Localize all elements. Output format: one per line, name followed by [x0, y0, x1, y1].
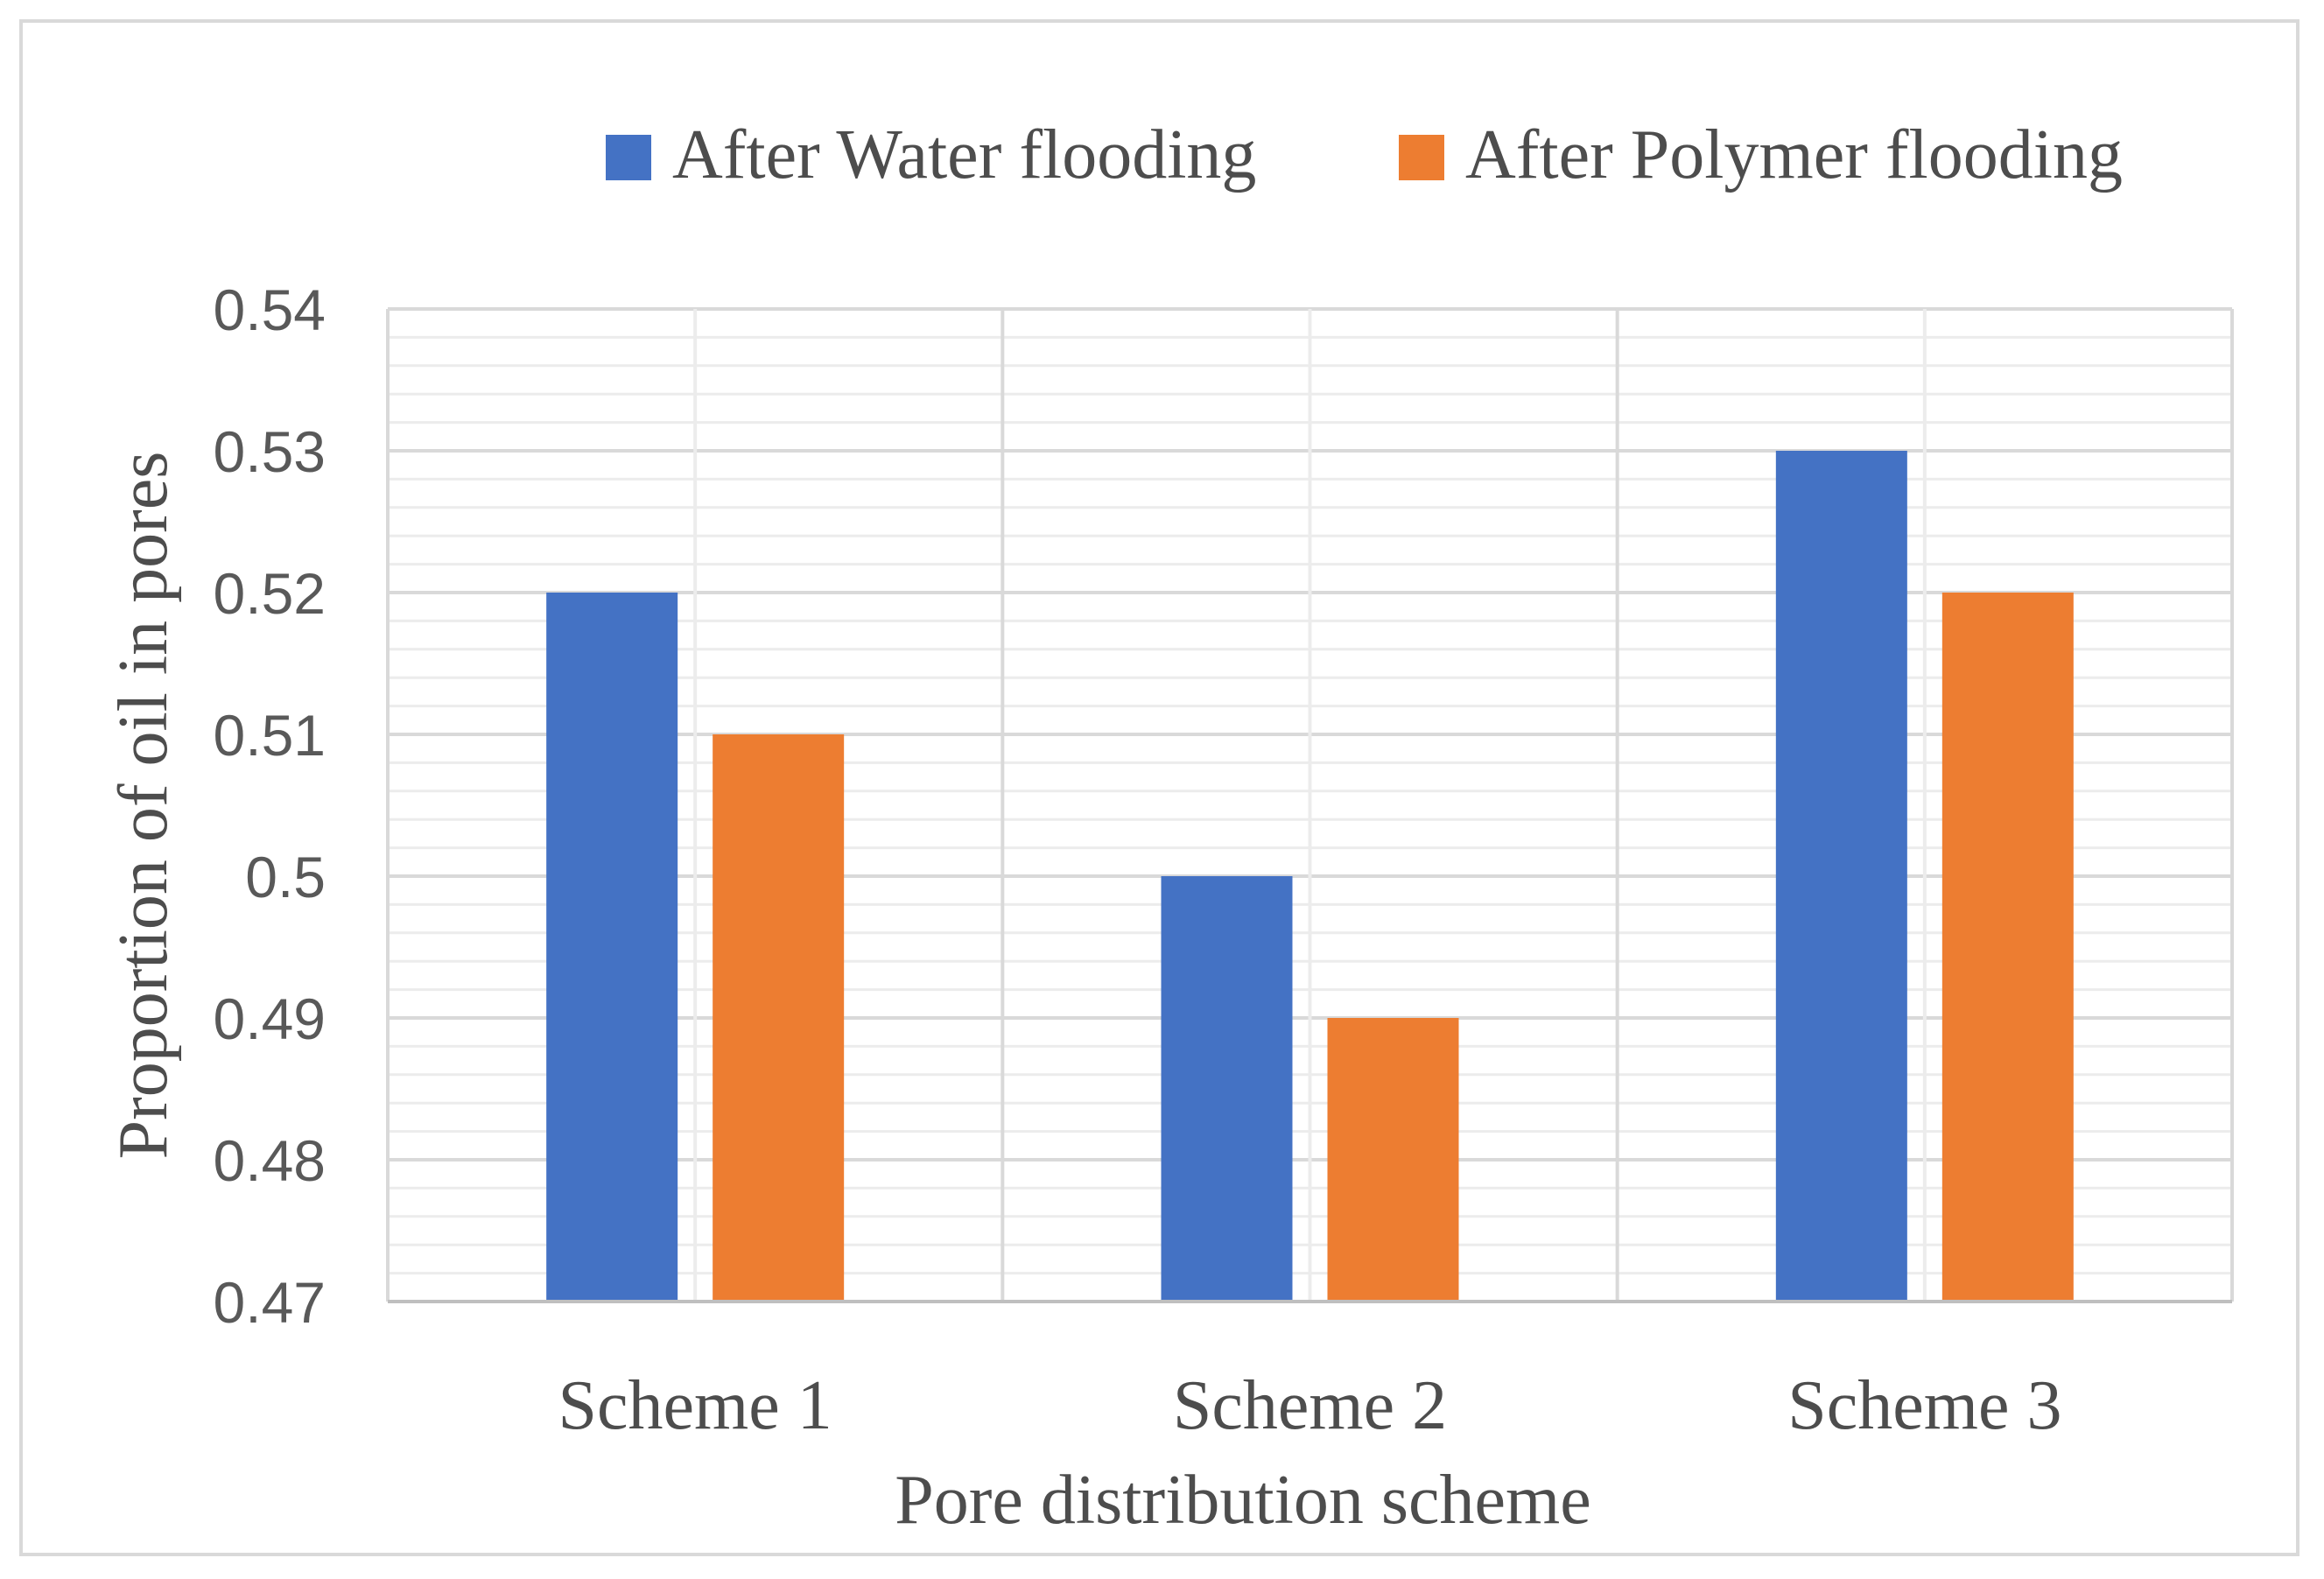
bars: [546, 451, 2074, 1302]
bar-polymer-2: [1327, 1018, 1459, 1302]
legend: After Water flooding After Polymer flood…: [606, 116, 2123, 193]
y-tick-label: 0.53: [214, 419, 326, 484]
bar-water-3: [1775, 451, 1907, 1302]
bar-water-1: [546, 593, 678, 1302]
legend-swatch-polymer: [1399, 135, 1444, 180]
x-axis-title: Pore distribution scheme: [895, 1462, 1590, 1539]
legend-label-water: After Water flooding: [672, 116, 1256, 193]
x-tick-label: Scheme 2: [1173, 1367, 1447, 1444]
y-tick-label: 0.47: [214, 1270, 326, 1335]
grid-lines: [386, 307, 2234, 1302]
bar-polymer-1: [713, 734, 845, 1302]
y-tick-label: 0.49: [214, 986, 326, 1051]
y-tick-label: 0.51: [214, 703, 326, 768]
legend-swatch-water: [606, 135, 651, 180]
y-tick-label: 0.52: [214, 561, 326, 626]
axes: 0.47 0.48 0.49 0.5 0.51 0.52 0.53 0.54 Scheme 1 S…: [214, 277, 2232, 1444]
x-tick-label: Scheme 1: [558, 1367, 832, 1444]
y-tick-label: 0.5: [245, 845, 326, 909]
x-tick-label: Scheme 3: [1787, 1367, 2061, 1444]
y-tick-label: 0.54: [214, 277, 326, 342]
y-axis-title: Proportion of oil in pores: [105, 452, 182, 1160]
bar-polymer-3: [1941, 593, 2074, 1302]
y-tick-label: 0.48: [214, 1128, 326, 1193]
bar-water-2: [1161, 876, 1293, 1302]
legend-label-polymer: After Polymer flooding: [1465, 116, 2123, 193]
